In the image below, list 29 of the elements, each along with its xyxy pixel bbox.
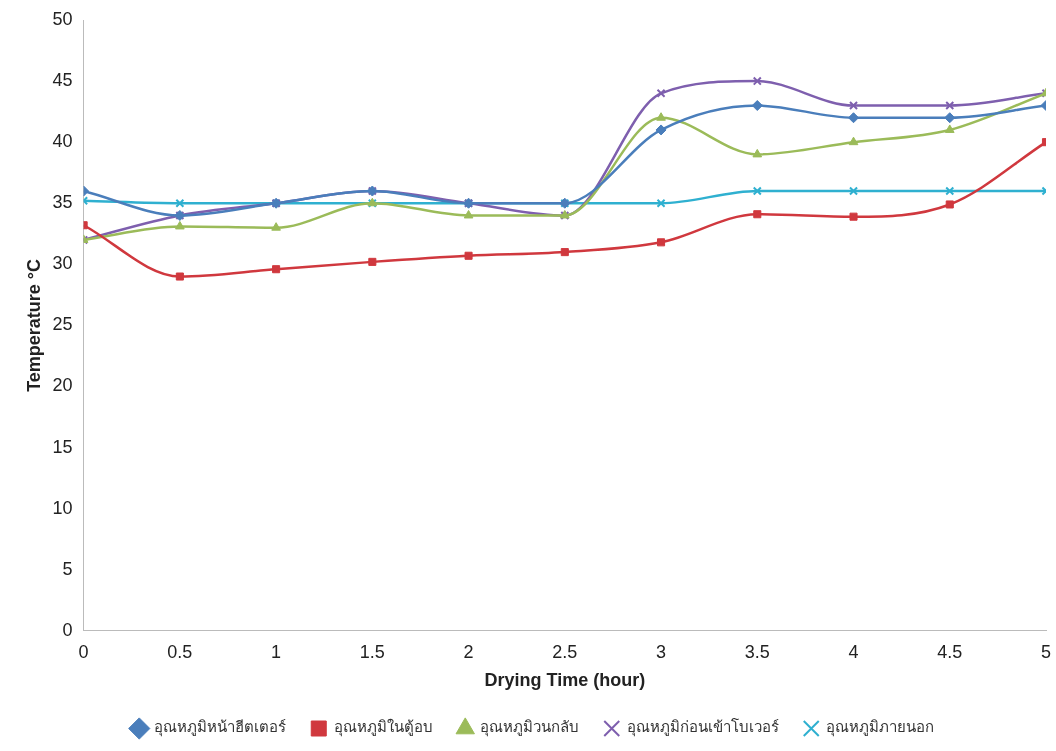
y-tick-label: 40 [52, 131, 73, 152]
x-tick-label: 5 [1040, 641, 1052, 662]
y-tick-label: 25 [52, 314, 73, 335]
y-tick-label: 50 [52, 8, 73, 29]
x-tick-label: 2.5 [552, 641, 578, 662]
legend-label: อุณหภูมิวนกลับ [480, 718, 580, 738]
y-tick-label: 10 [52, 497, 73, 518]
x-tick-label: 3.5 [744, 641, 770, 662]
x-tick-label: 0.5 [167, 641, 193, 662]
legend-label: อุณหภูมิภายนอก [826, 718, 935, 738]
x-tick-label: 4.5 [937, 641, 963, 662]
x-tick-label: 1.5 [359, 641, 385, 662]
x-tick-label: 1 [271, 641, 282, 662]
x-tick-label: 3 [656, 641, 667, 662]
y-tick-label: 45 [52, 70, 73, 91]
x-tick-label: 0 [78, 641, 89, 662]
x-tick-label: 2 [463, 641, 474, 662]
x-axis-title: Drying Time (hour) [484, 670, 646, 691]
y-tick-label: 35 [52, 192, 73, 213]
legend-label: อุณหภูมิหน้าฮีตเตอร์ [154, 718, 287, 738]
y-tick-label: 0 [62, 619, 73, 640]
y-axis-title: Temperature °C [23, 258, 44, 392]
y-tick-label: 5 [62, 558, 73, 579]
y-tick-label: 30 [52, 253, 73, 274]
legend-label: อุณหภูมิในตู้อบ [333, 718, 433, 738]
y-tick-label: 20 [52, 375, 73, 396]
x-tick-label: 4 [848, 641, 859, 662]
y-tick-label: 15 [52, 436, 73, 457]
legend-label: อุณหภูมิก่อนเข้าโบเวอร์ [626, 718, 779, 738]
